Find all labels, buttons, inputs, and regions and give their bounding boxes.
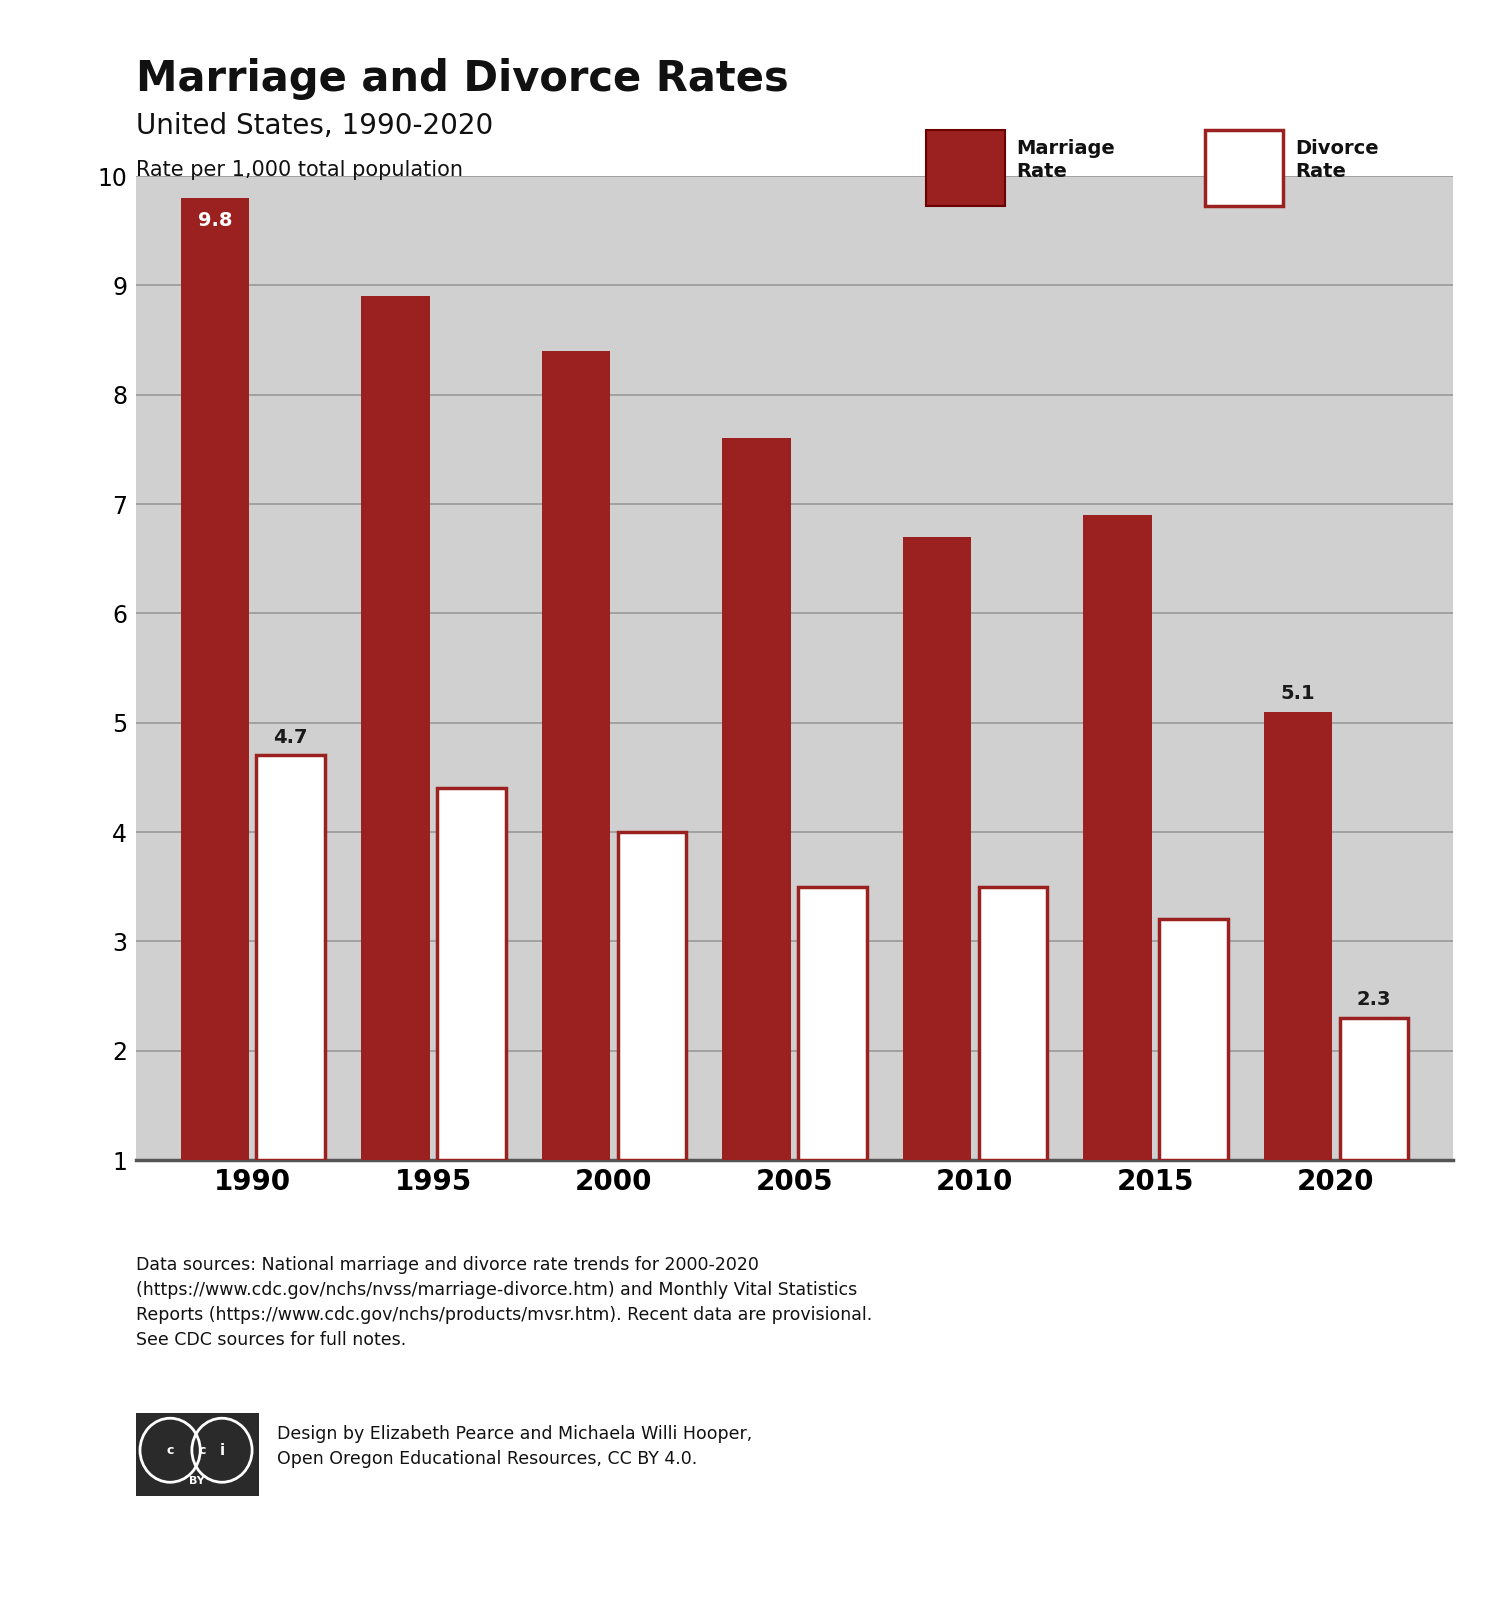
Text: 5.1: 5.1 bbox=[1280, 683, 1315, 702]
Text: United States, 1990-2020: United States, 1990-2020 bbox=[136, 112, 492, 141]
Bar bbox=[979, 886, 1047, 1160]
Text: c: c bbox=[167, 1443, 173, 1456]
Text: 4.7: 4.7 bbox=[274, 728, 309, 747]
Text: Design by Elizabeth Pearce and Michaela Willi Hooper,
Open Oregon Educational Re: Design by Elizabeth Pearce and Michaela … bbox=[277, 1426, 753, 1469]
Text: 2.3: 2.3 bbox=[1357, 990, 1392, 1010]
Text: BY: BY bbox=[190, 1477, 205, 1486]
Text: Data sources: National marriage and divorce rate trends for 2000-2020
(https://w: Data sources: National marriage and divo… bbox=[136, 1256, 872, 1349]
Text: Divorce
Rate: Divorce Rate bbox=[1295, 139, 1379, 181]
Text: c: c bbox=[199, 1443, 205, 1456]
Bar bbox=[1264, 712, 1333, 1160]
Bar bbox=[437, 789, 506, 1160]
Bar bbox=[1083, 515, 1152, 1160]
Bar bbox=[798, 886, 866, 1160]
Bar bbox=[723, 438, 791, 1160]
Bar bbox=[617, 832, 687, 1160]
Text: Marriage and Divorce Rates: Marriage and Divorce Rates bbox=[136, 58, 788, 99]
Bar bbox=[256, 755, 325, 1160]
Text: Marriage
Rate: Marriage Rate bbox=[1017, 139, 1116, 181]
Bar bbox=[902, 536, 971, 1160]
Bar bbox=[1160, 920, 1227, 1160]
Bar bbox=[181, 198, 250, 1160]
Text: i: i bbox=[220, 1443, 224, 1458]
Bar bbox=[542, 350, 610, 1160]
Bar bbox=[361, 296, 429, 1160]
Text: 9.8: 9.8 bbox=[197, 211, 232, 230]
Bar bbox=[1339, 1018, 1408, 1160]
Text: Rate per 1,000 total population: Rate per 1,000 total population bbox=[136, 160, 462, 179]
